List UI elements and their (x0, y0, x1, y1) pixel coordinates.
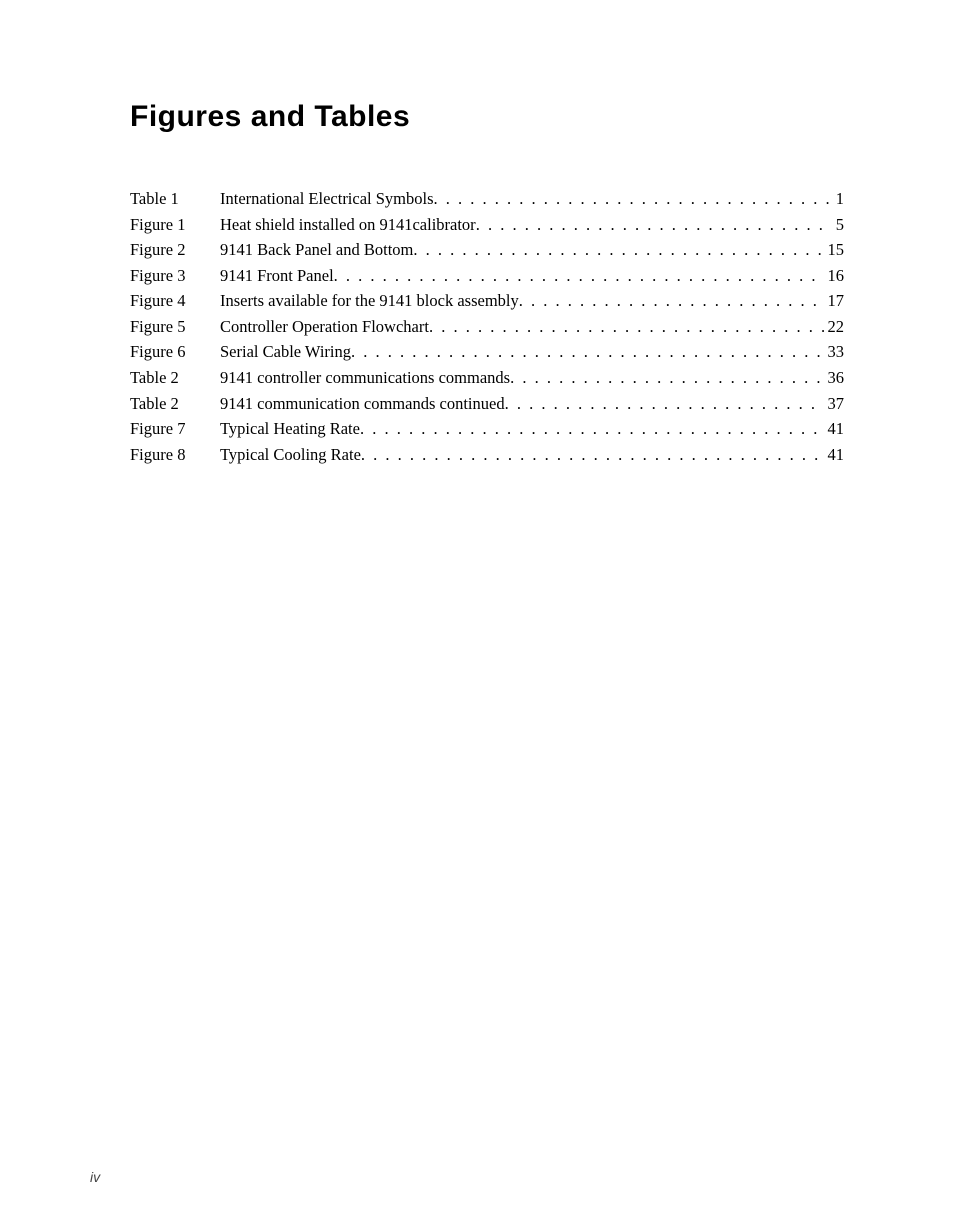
page: Figures and Tables Table 1 International… (0, 0, 954, 1227)
toc-row: Figure 8 Typical Cooling Rate . . . . . … (130, 442, 844, 468)
toc-desc: Typical Cooling Rate (220, 442, 361, 468)
toc-dots: . . . . . . . . . . . . . . . . . . . . … (361, 442, 824, 468)
toc-page: 36 (824, 365, 845, 391)
toc-dots: . . . . . . . . . . . . . . . . . . . . … (334, 263, 824, 289)
toc-label: Table 2 (130, 391, 220, 417)
toc-row: Figure 7 Typical Heating Rate . . . . . … (130, 416, 844, 442)
toc-dots: . . . . . . . . . . . . . . . . . . . . … (505, 391, 824, 417)
toc-desc: Inserts available for the 9141 block ass… (220, 288, 519, 314)
toc-desc: 9141 communication commands continued (220, 391, 505, 417)
toc-row: Table 1 International Electrical Symbols… (130, 186, 844, 212)
toc-dots: . . . . . . . . . . . . . . . . . . . . … (434, 186, 832, 212)
toc-page: 22 (824, 314, 845, 340)
toc-label: Figure 3 (130, 263, 220, 289)
toc-desc: Controller Operation Flowchart (220, 314, 429, 340)
toc-label: Figure 7 (130, 416, 220, 442)
toc-page: 17 (824, 288, 845, 314)
toc-dots: . . . . . . . . . . . . . . . . . . . . … (360, 416, 824, 442)
toc-label: Figure 5 (130, 314, 220, 340)
toc-dots: . . . . . . . . . . . . . . . . . . . . … (429, 314, 824, 340)
toc-desc: 9141 Front Panel (220, 263, 334, 289)
toc-row: Figure 4 Inserts available for the 9141 … (130, 288, 844, 314)
toc-dots: . . . . . . . . . . . . . . . . . . . . … (510, 365, 823, 391)
toc-row: Table 2 9141 controller communications c… (130, 365, 844, 391)
toc-row: Table 2 9141 communication commands cont… (130, 391, 844, 417)
toc-page: 5 (832, 212, 844, 238)
toc-label: Figure 6 (130, 339, 220, 365)
toc-label: Figure 1 (130, 212, 220, 238)
page-title: Figures and Tables (130, 100, 844, 134)
page-number: iv (90, 1169, 100, 1185)
toc-list: Table 1 International Electrical Symbols… (130, 186, 844, 467)
toc-dots: . . . . . . . . . . . . . . . . . . . . … (519, 288, 824, 314)
toc-row: Figure 5 Controller Operation Flowchart … (130, 314, 844, 340)
toc-dots: . . . . . . . . . . . . . . . . . . . . … (413, 237, 823, 263)
toc-row: Figure 2 9141 Back Panel and Bottom . . … (130, 237, 844, 263)
toc-desc: Serial Cable Wiring (220, 339, 351, 365)
toc-label: Figure 2 (130, 237, 220, 263)
toc-page: 1 (832, 186, 844, 212)
toc-label: Figure 4 (130, 288, 220, 314)
toc-desc: 9141 controller communications commands (220, 365, 510, 391)
toc-row: Figure 1 Heat shield installed on 9141ca… (130, 212, 844, 238)
toc-desc: Heat shield installed on 9141calibrator (220, 212, 476, 238)
toc-label: Table 2 (130, 365, 220, 391)
toc-label: Figure 8 (130, 442, 220, 468)
toc-page: 41 (824, 442, 845, 468)
toc-page: 41 (824, 416, 845, 442)
toc-dots: . . . . . . . . . . . . . . . . . . . . … (476, 212, 832, 238)
toc-page: 33 (824, 339, 845, 365)
toc-desc: Typical Heating Rate (220, 416, 360, 442)
toc-row: Figure 6 Serial Cable Wiring . . . . . .… (130, 339, 844, 365)
toc-desc: International Electrical Symbols (220, 186, 434, 212)
toc-page: 37 (824, 391, 845, 417)
toc-desc: 9141 Back Panel and Bottom (220, 237, 413, 263)
toc-page: 16 (824, 263, 845, 289)
toc-label: Table 1 (130, 186, 220, 212)
toc-dots: . . . . . . . . . . . . . . . . . . . . … (351, 339, 823, 365)
toc-row: Figure 3 9141 Front Panel . . . . . . . … (130, 263, 844, 289)
toc-page: 15 (824, 237, 845, 263)
